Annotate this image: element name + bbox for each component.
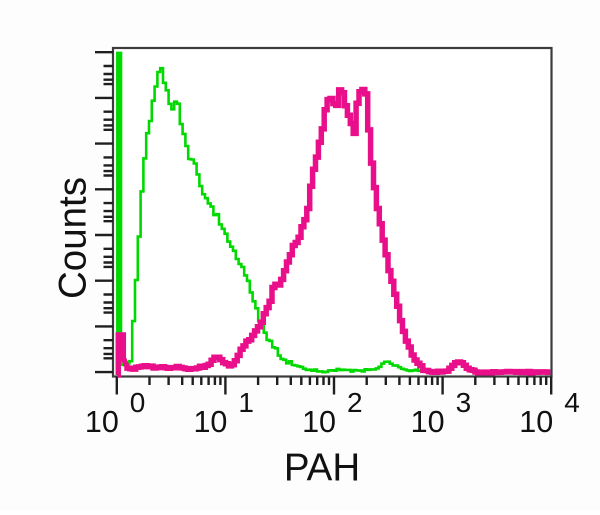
svg-text:10: 10	[519, 405, 553, 439]
svg-text:1: 1	[238, 387, 254, 418]
svg-text:10: 10	[193, 405, 227, 439]
svg-text:0: 0	[130, 387, 146, 418]
svg-text:PAH: PAH	[284, 447, 360, 490]
svg-text:10: 10	[302, 405, 336, 439]
svg-text:4: 4	[564, 387, 580, 418]
svg-text:10: 10	[411, 405, 445, 439]
svg-text:3: 3	[456, 387, 472, 418]
svg-text:10: 10	[85, 405, 119, 439]
svg-text:Counts: Counts	[52, 177, 95, 299]
svg-text:2: 2	[347, 387, 363, 418]
